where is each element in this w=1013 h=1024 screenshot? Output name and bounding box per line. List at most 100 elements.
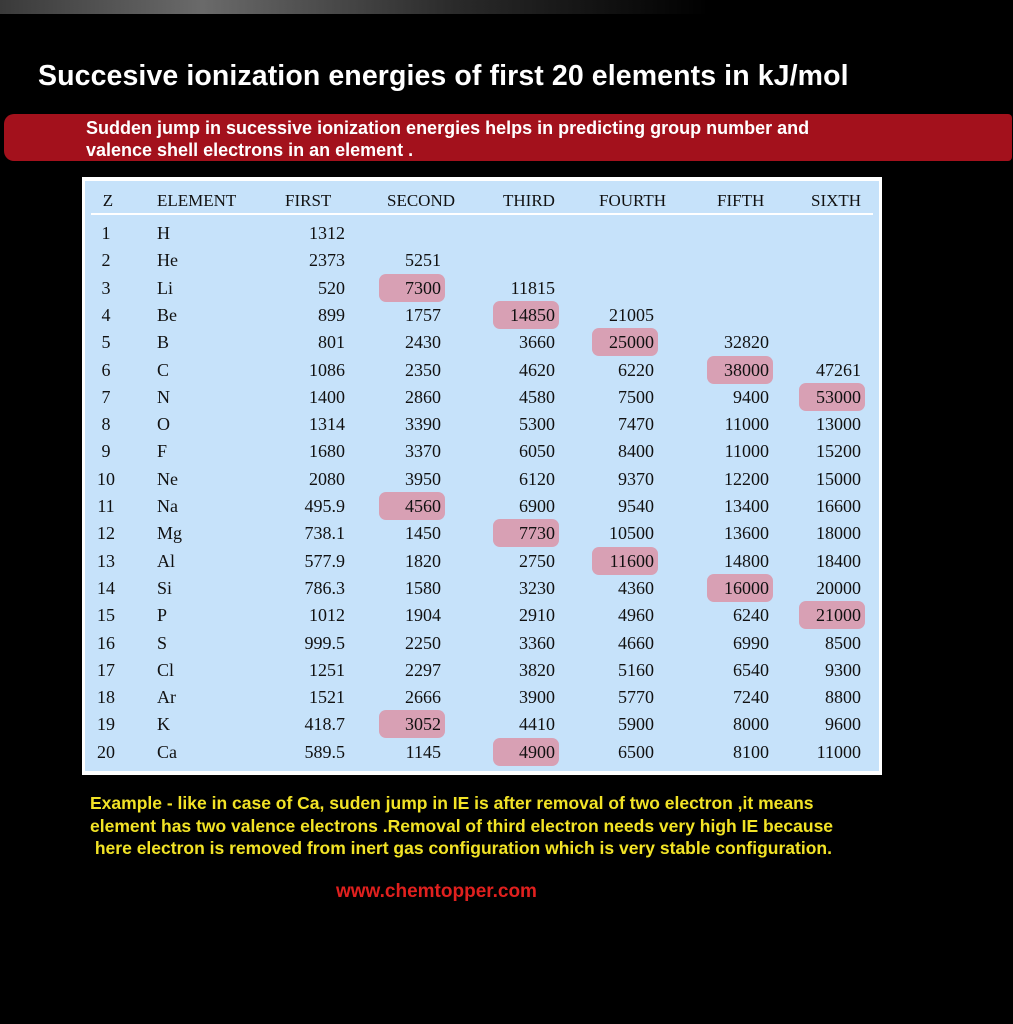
ionization-energy-value: 3390 bbox=[405, 414, 441, 435]
ionization-energy-value: 3230 bbox=[519, 577, 555, 598]
website-link[interactable]: www.chemtopper.com bbox=[336, 881, 537, 902]
ionization-energy-value: 21005 bbox=[609, 304, 654, 325]
ionization-energy-value: 2666 bbox=[405, 687, 441, 708]
atomic-number: 4 bbox=[101, 304, 111, 325]
example-text: Example - like in case of Ca, suden jump… bbox=[90, 792, 990, 860]
column-header-element: ELEMENT bbox=[157, 191, 237, 210]
column-header-third: THIRD bbox=[503, 191, 555, 210]
atomic-number: 17 bbox=[97, 659, 115, 680]
ionization-energy-value: 3950 bbox=[405, 468, 441, 489]
ionization-energy-value: 38000 bbox=[724, 359, 769, 380]
ionization-energy-value: 5900 bbox=[618, 714, 654, 735]
atomic-number: 12 bbox=[97, 523, 115, 544]
atomic-number: 18 bbox=[97, 687, 115, 708]
highlight-jump bbox=[379, 273, 445, 302]
ionization-energy-value: 418.7 bbox=[304, 714, 346, 735]
highlight-jump bbox=[592, 328, 658, 357]
ionization-energy-value: 11000 bbox=[724, 414, 769, 435]
ionization-energy-value: 577.9 bbox=[304, 550, 346, 571]
ionization-energy-value: 14800 bbox=[724, 550, 769, 571]
ionization-energy-value: 2297 bbox=[405, 659, 441, 680]
element-symbol: H bbox=[157, 223, 170, 243]
column-header-z: Z bbox=[102, 191, 114, 210]
ionization-energy-value: 6050 bbox=[519, 441, 555, 462]
highlight-jump bbox=[799, 601, 865, 630]
ionization-energy-value: 1757 bbox=[405, 304, 441, 325]
ionization-energy-value: 3360 bbox=[519, 632, 555, 653]
ionization-energy-value: 11000 bbox=[724, 441, 769, 462]
ionization-energy-value: 2250 bbox=[405, 632, 441, 653]
atomic-number: 3 bbox=[101, 277, 111, 298]
ionization-energy-value: 47261 bbox=[816, 359, 861, 380]
ionization-energy-value: 8100 bbox=[733, 741, 769, 762]
element-symbol: He bbox=[157, 250, 178, 271]
ionization-energy-value: 2750 bbox=[519, 550, 555, 571]
banner-line-1: Sudden jump in sucessive ionization ener… bbox=[86, 118, 810, 138]
ionization-energy-value: 53000 bbox=[816, 386, 861, 407]
ionization-energy-value: 3052 bbox=[405, 714, 441, 735]
ionization-energy-value: 1450 bbox=[405, 523, 441, 544]
atomic-number: 11 bbox=[97, 496, 115, 516]
ionization-energy-value: 1521 bbox=[309, 687, 345, 708]
ionization-energy-value: 3660 bbox=[519, 332, 555, 353]
atomic-number: 5 bbox=[101, 332, 111, 353]
atomic-number: 2 bbox=[101, 250, 111, 271]
highlight-jump bbox=[493, 737, 559, 766]
ionization-energy-value: 1012 bbox=[309, 605, 345, 626]
ionization-energy-value: 4560 bbox=[405, 496, 441, 516]
ionization-energy-value: 7470 bbox=[618, 414, 654, 435]
ionization-energy-value: 2373 bbox=[309, 250, 345, 271]
ionization-energy-value: 1680 bbox=[309, 441, 345, 462]
ionization-energy-value: 4620 bbox=[519, 359, 555, 380]
atomic-number: 14 bbox=[97, 577, 115, 598]
ionization-energy-value: 5160 bbox=[618, 659, 654, 680]
element-symbol: N bbox=[157, 386, 170, 407]
atomic-number: 20 bbox=[97, 741, 115, 762]
ionization-energy-value: 13400 bbox=[724, 496, 769, 516]
ionization-energy-value: 2860 bbox=[405, 386, 441, 407]
element-symbol: Cl bbox=[157, 659, 175, 680]
ionization-energy-value: 13600 bbox=[724, 523, 769, 544]
highlight-jump bbox=[379, 492, 445, 520]
ionization-energy-value: 6540 bbox=[733, 659, 769, 680]
ionization-energy-value: 12200 bbox=[724, 468, 769, 489]
ionization-energy-value: 589.5 bbox=[304, 741, 346, 762]
element-symbol: F bbox=[157, 441, 168, 462]
ionization-energy-value: 3820 bbox=[519, 659, 555, 680]
column-header-fifth: FIFTH bbox=[717, 191, 765, 210]
ionization-energy-value: 18400 bbox=[816, 550, 861, 571]
ionization-energy-value: 16600 bbox=[816, 496, 861, 516]
ionization-energy-value: 3370 bbox=[405, 441, 441, 462]
element-symbol: Ne bbox=[157, 468, 178, 489]
highlight-jump bbox=[707, 573, 773, 602]
highlight-jump bbox=[592, 546, 658, 575]
ionization-energy-value: 1086 bbox=[309, 359, 345, 380]
element-symbol: Al bbox=[157, 550, 175, 571]
ionization-energy-value: 495.9 bbox=[304, 496, 346, 516]
ionization-energy-value: 11815 bbox=[510, 277, 555, 298]
column-header-fourth: FOURTH bbox=[599, 191, 666, 210]
column-header-second: SECOND bbox=[387, 191, 456, 210]
ionization-energy-value: 13000 bbox=[816, 414, 861, 435]
element-symbol: Na bbox=[157, 496, 178, 516]
ionization-energy-value: 6990 bbox=[733, 632, 769, 653]
ionization-energy-value: 9540 bbox=[618, 496, 654, 516]
ionization-energy-value: 11000 bbox=[816, 741, 861, 762]
ionization-energy-value: 5300 bbox=[519, 414, 555, 435]
ionization-energy-value: 9370 bbox=[618, 468, 654, 489]
ionization-energy-value: 6220 bbox=[618, 359, 654, 380]
example-line-2: element has two valence electrons .Remov… bbox=[90, 815, 834, 836]
ionization-energy-value: 5251 bbox=[405, 250, 441, 271]
atomic-number: 1 bbox=[101, 223, 111, 243]
ionization-energy-value: 21000 bbox=[816, 605, 861, 626]
atomic-number: 7 bbox=[101, 386, 111, 407]
ionization-energy-value: 2350 bbox=[405, 359, 441, 380]
ionization-energy-value: 1251 bbox=[309, 659, 345, 680]
ionization-energy-value: 4360 bbox=[618, 577, 654, 598]
element-symbol: C bbox=[157, 359, 170, 380]
ionization-energy-value: 14850 bbox=[510, 304, 555, 325]
ionization-energy-value: 11600 bbox=[609, 550, 654, 571]
highlight-jump bbox=[379, 710, 445, 739]
ionization-energy-value: 8000 bbox=[733, 714, 769, 735]
ionization-energy-value: 7300 bbox=[405, 277, 441, 298]
